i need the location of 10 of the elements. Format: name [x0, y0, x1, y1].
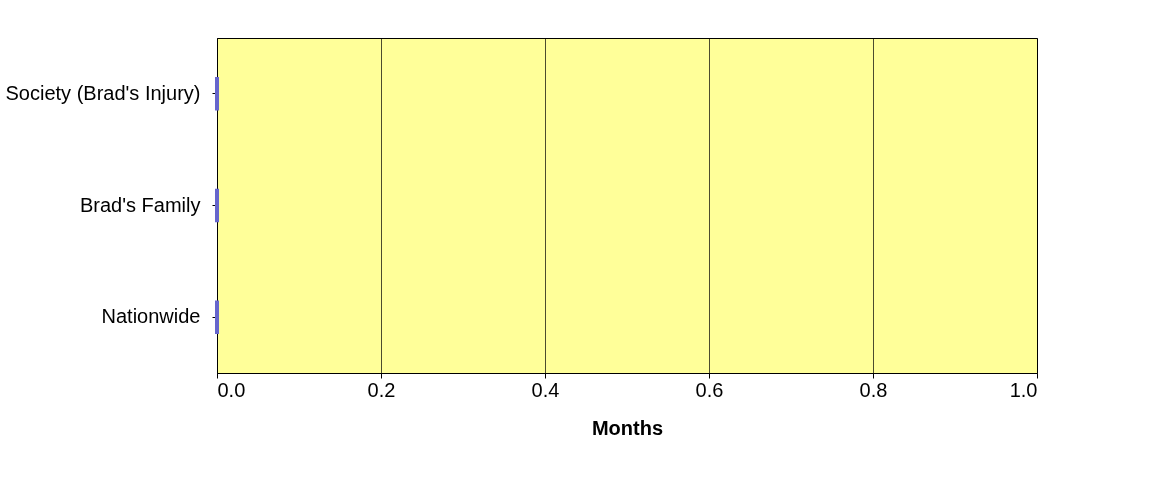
x-tick-label: 1.0	[1009, 378, 1038, 401]
x-axis-title: Months	[591, 416, 664, 439]
y-tick-label: Brad's Family	[79, 193, 201, 216]
y-tick-label: Nationwide	[101, 305, 201, 328]
x-tick-label: 0.8	[859, 378, 888, 401]
x-tick-label: 0.2	[367, 378, 396, 401]
x-tick-label: 0.0	[217, 378, 246, 401]
x-tick-label: 0.6	[695, 378, 724, 401]
x-tick-label: 0.4	[531, 378, 560, 401]
y-tick-label: Society (Brad's Injury)	[5, 81, 201, 104]
